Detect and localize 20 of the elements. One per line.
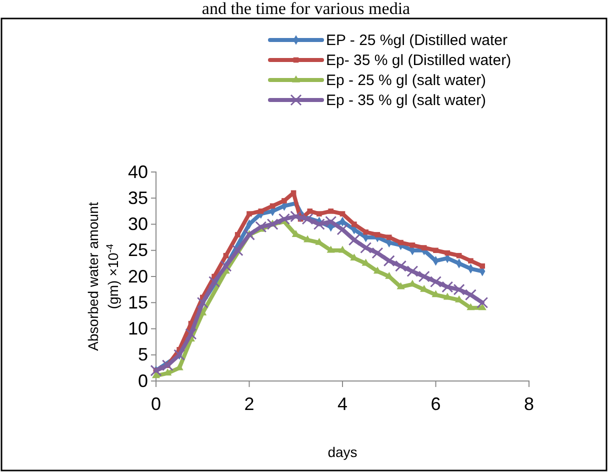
x-axis-title: days <box>328 444 358 460</box>
y-tick-label: 5 <box>138 344 148 365</box>
x-tick-label: 8 <box>524 394 534 414</box>
y-tick-label: 25 <box>128 240 148 260</box>
y-tick-label: 10 <box>128 318 148 339</box>
y-tick-label: 15 <box>128 292 148 312</box>
y-tick-label: 0 <box>138 370 148 391</box>
x-tick-label: 6 <box>430 394 441 414</box>
x-tick-label: 0 <box>150 394 162 414</box>
legend-label: Ep- 35 % gl (Distilled water) <box>326 52 512 69</box>
y-tick-label: 30 <box>128 214 148 234</box>
y-tick-label: 20 <box>128 266 148 286</box>
legend-label: Ep - 25 % gl (salt water) <box>326 72 486 89</box>
legend-label: EP - 25 %gl (Distilled water <box>326 32 508 49</box>
y-tick-label: 35 <box>128 188 148 208</box>
x-tick-label: 4 <box>337 394 348 414</box>
chart-title: and the time for various media <box>202 0 411 18</box>
legend-label: Ep - 35 % gl (salt water) <box>326 92 486 109</box>
x-tick-label: 2 <box>244 394 254 414</box>
y-tick-label: 40 <box>128 162 148 182</box>
